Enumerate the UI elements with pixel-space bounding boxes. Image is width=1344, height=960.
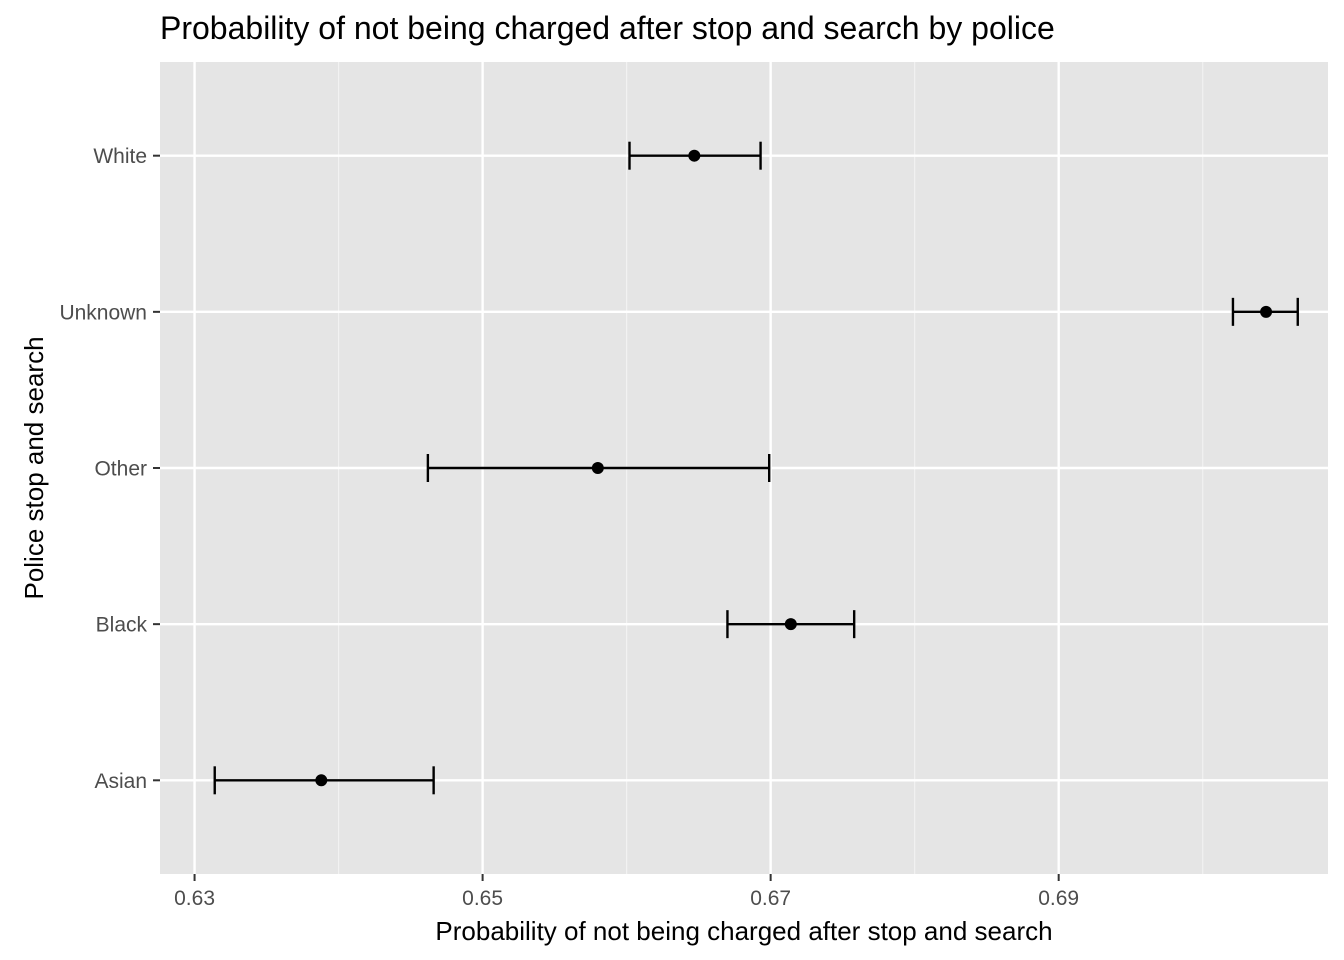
data-point bbox=[688, 149, 701, 162]
y-tick-label: Unknown bbox=[59, 301, 147, 324]
x-tick-label: 0.63 bbox=[174, 887, 215, 910]
y-tick-label: Asian bbox=[94, 770, 147, 793]
errorbar-group bbox=[1231, 297, 1299, 326]
errorbar-group bbox=[628, 141, 762, 170]
x-axis: 0.63 0.65 0.67 0.69 bbox=[174, 874, 1079, 910]
errorbar-group bbox=[426, 454, 771, 482]
data-marks bbox=[213, 141, 1299, 795]
chart-title: Probability of not being charged after s… bbox=[160, 10, 1055, 46]
y-axis-title: Police stop and search bbox=[19, 336, 49, 599]
y-tick-label: Other bbox=[94, 458, 147, 481]
x-axis-title: Probability of not being charged after s… bbox=[435, 916, 1052, 946]
data-point bbox=[591, 462, 604, 474]
data-point bbox=[784, 618, 797, 631]
data-point bbox=[315, 774, 328, 787]
errorbar-group bbox=[213, 766, 435, 795]
y-axis: Asian Black Other Unknown White bbox=[59, 145, 160, 793]
data-point bbox=[1260, 305, 1273, 318]
x-tick-label: 0.65 bbox=[462, 887, 503, 910]
y-tick-label: Black bbox=[96, 614, 148, 637]
y-tick-label: White bbox=[93, 145, 147, 168]
errorbar-group bbox=[726, 610, 856, 639]
x-tick-label: 0.67 bbox=[750, 887, 791, 910]
x-tick-label: 0.69 bbox=[1038, 887, 1079, 910]
